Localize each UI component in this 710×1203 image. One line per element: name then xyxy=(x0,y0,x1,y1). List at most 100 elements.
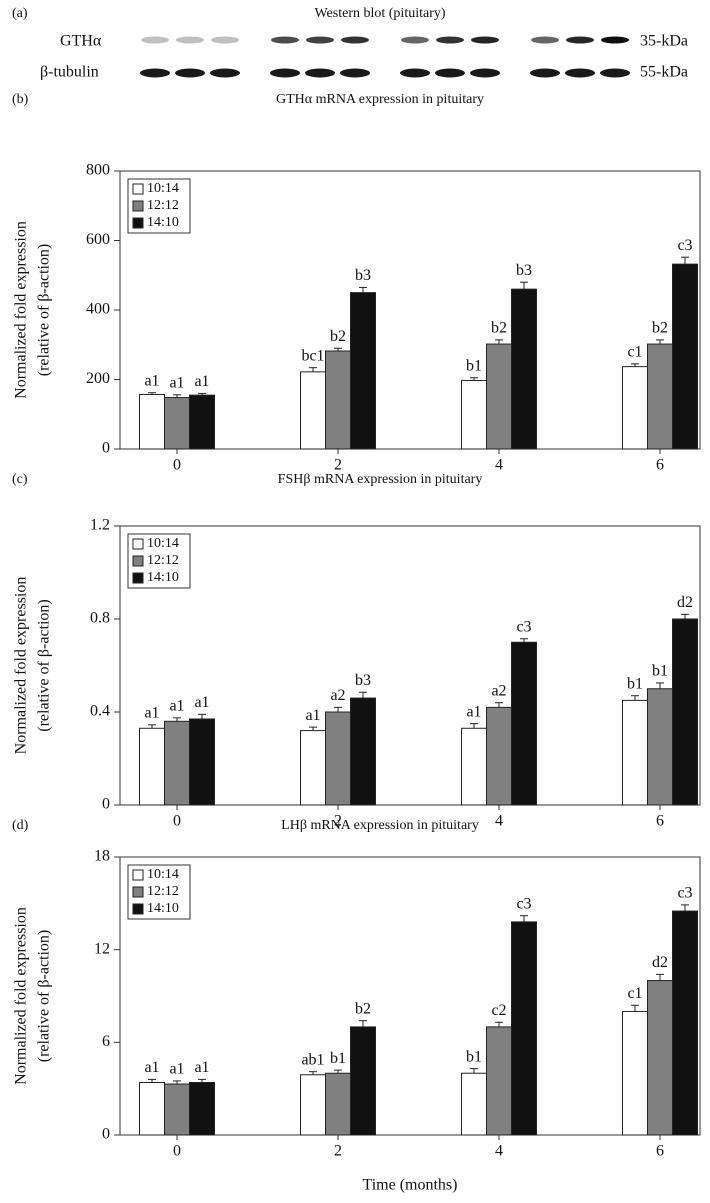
bar xyxy=(487,707,512,805)
significance-label: a1 xyxy=(194,1059,209,1076)
bar xyxy=(140,728,165,805)
band xyxy=(530,69,560,78)
y-tick-label: 18 xyxy=(94,848,110,865)
significance-label: c3 xyxy=(516,895,531,912)
y-tick-label: 0 xyxy=(102,796,110,813)
significance-label: a1 xyxy=(466,703,481,720)
y-tick-label: 6 xyxy=(102,1033,110,1050)
significance-label: a1 xyxy=(144,1059,159,1076)
bar xyxy=(165,721,190,805)
band xyxy=(471,37,499,44)
y-tick-label: 800 xyxy=(86,162,110,179)
x-tick-label: 0 xyxy=(173,457,181,474)
bar xyxy=(623,700,648,805)
bar xyxy=(462,728,487,805)
legend-label: 10:14 xyxy=(147,181,179,196)
chart-title: FSHβ mRNA expression in pituitary xyxy=(278,472,483,487)
significance-label: a1 xyxy=(194,694,209,711)
band xyxy=(601,37,629,44)
legend-swatch xyxy=(133,904,143,914)
panel-label: (d) xyxy=(12,818,29,833)
legend-swatch xyxy=(133,201,143,211)
bar xyxy=(512,922,537,1135)
legend-swatch xyxy=(133,573,143,583)
blot-size: 35-kDa xyxy=(640,33,688,50)
panel-label: (c) xyxy=(12,472,28,487)
y-axis-label: (relative of β-action) xyxy=(36,244,53,377)
band xyxy=(305,69,335,78)
significance-label: b1 xyxy=(627,675,643,692)
significance-label: b3 xyxy=(516,262,532,279)
bar xyxy=(190,395,215,449)
bar xyxy=(487,344,512,449)
significance-label: b1 xyxy=(466,357,482,374)
band xyxy=(271,37,299,44)
bar xyxy=(190,719,215,805)
bar xyxy=(351,1027,376,1135)
band xyxy=(401,37,429,44)
significance-label: d2 xyxy=(677,594,693,611)
bar xyxy=(623,367,648,449)
band xyxy=(340,69,370,78)
significance-label: b2 xyxy=(652,320,668,337)
significance-label: bc1 xyxy=(301,347,324,364)
band xyxy=(341,37,369,44)
bar xyxy=(165,1084,190,1135)
bar xyxy=(351,698,376,805)
blot-title: Western blot (pituitary) xyxy=(314,6,445,21)
y-tick-label: 200 xyxy=(86,370,110,387)
x-axis-label: Time (months) xyxy=(363,1177,458,1194)
legend-label: 12:12 xyxy=(147,884,179,899)
significance-label: a2 xyxy=(491,682,506,699)
chart-title: LHβ mRNA expression in pituitary xyxy=(281,818,479,833)
bar xyxy=(326,712,351,805)
figure: (a) Western blot (pituitary) GTHα 35-kDa… xyxy=(0,0,710,1203)
y-tick-label: 1.2 xyxy=(90,517,110,534)
x-tick-label: 0 xyxy=(173,813,181,830)
y-tick-label: 0 xyxy=(102,440,110,457)
legend-label: 14:10 xyxy=(147,901,179,916)
panel-label: (a) xyxy=(12,6,28,21)
bar xyxy=(462,1073,487,1135)
significance-label: b1 xyxy=(466,1048,482,1065)
band xyxy=(211,37,239,44)
band xyxy=(306,37,334,44)
legend-label: 10:14 xyxy=(147,536,179,551)
significance-label: ab1 xyxy=(301,1051,324,1068)
bar xyxy=(351,293,376,449)
significance-label: a1 xyxy=(144,704,159,721)
bar xyxy=(301,731,326,805)
significance-label: c3 xyxy=(677,237,692,254)
band xyxy=(565,69,595,78)
legend-label: 12:12 xyxy=(147,198,179,213)
bar xyxy=(301,372,326,449)
significance-label: b3 xyxy=(355,267,371,284)
x-tick-label: 6 xyxy=(656,1143,664,1160)
band xyxy=(531,37,559,44)
y-tick-label: 400 xyxy=(86,301,110,318)
bar xyxy=(648,689,673,805)
bar xyxy=(673,264,698,449)
chart-title: GTHα mRNA expression in pituitary xyxy=(276,92,484,107)
x-tick-label: 6 xyxy=(656,813,664,830)
legend-label: 14:10 xyxy=(147,215,179,230)
bar xyxy=(140,394,165,449)
bar xyxy=(623,1011,648,1135)
x-tick-label: 4 xyxy=(495,1143,503,1160)
significance-label: c1 xyxy=(627,344,642,361)
band xyxy=(176,37,204,44)
band xyxy=(566,37,594,44)
bar xyxy=(326,1073,351,1135)
bar xyxy=(648,344,673,449)
blot-bands xyxy=(140,37,630,78)
significance-label: b1 xyxy=(330,1050,346,1067)
band xyxy=(435,69,465,78)
bar xyxy=(648,981,673,1135)
legend-swatch xyxy=(133,887,143,897)
bar xyxy=(487,1027,512,1135)
band xyxy=(141,37,169,44)
y-axis-label: Normalized fold expression xyxy=(13,577,30,755)
band xyxy=(270,69,300,78)
significance-label: c3 xyxy=(516,618,531,635)
y-tick-label: 0.4 xyxy=(90,703,110,720)
